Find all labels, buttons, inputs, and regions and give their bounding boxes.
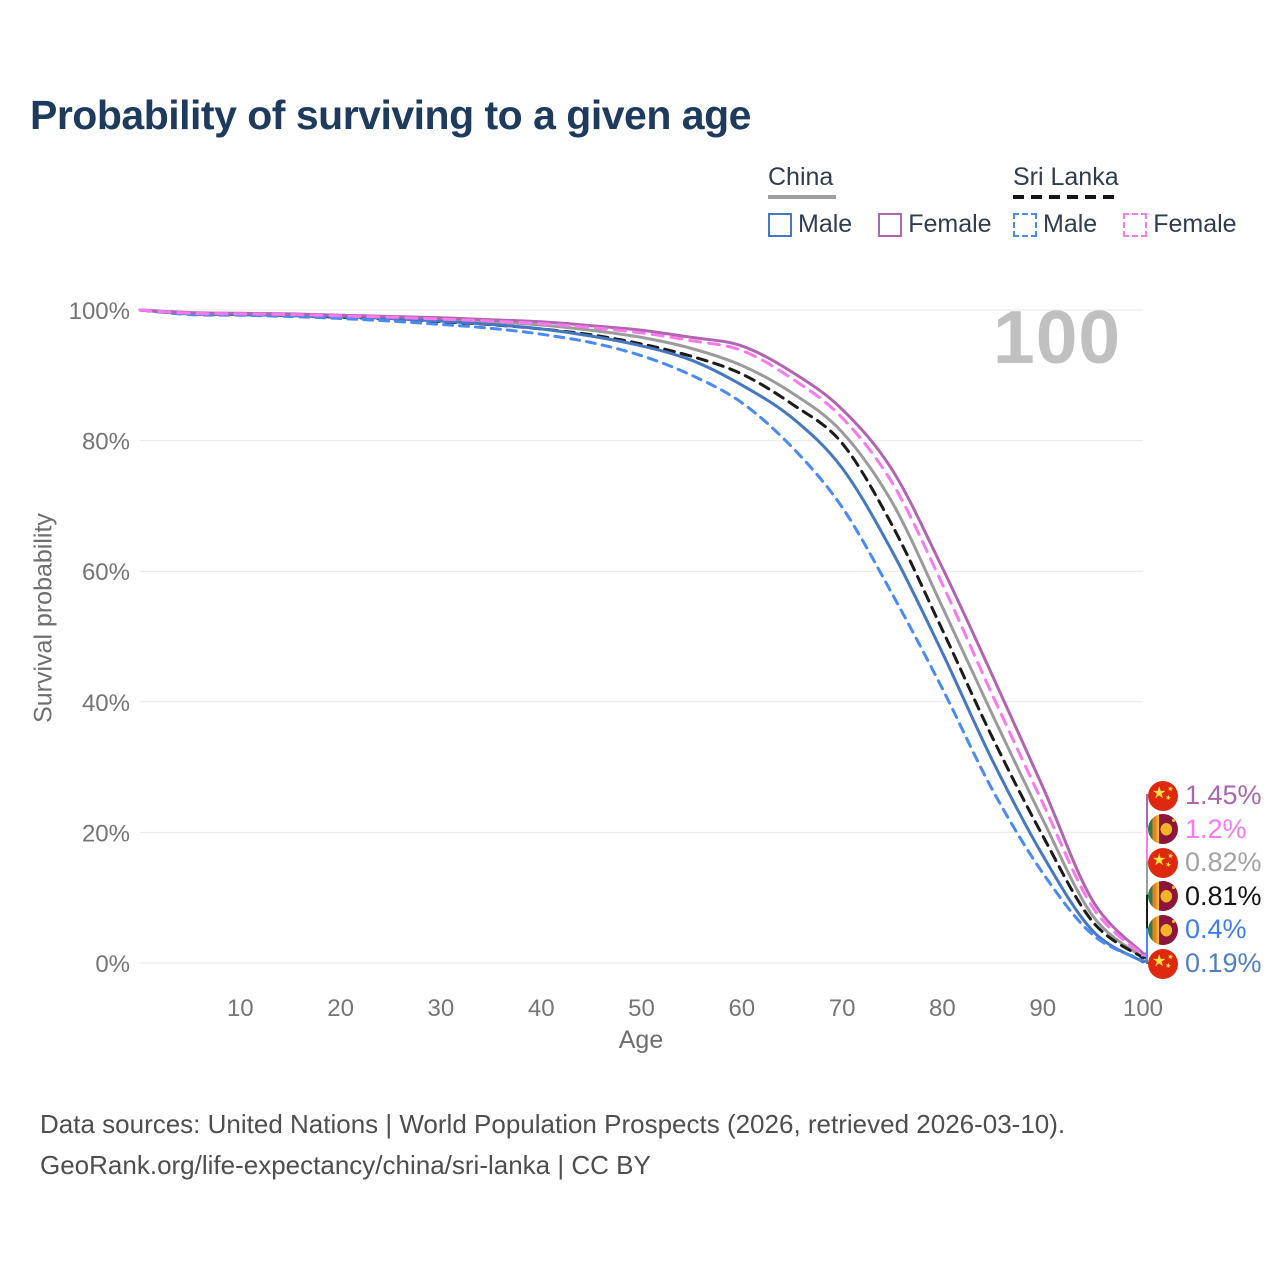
footer-attribution: GeoRank.org/life-expectancy/china/sri-la…	[40, 1150, 651, 1180]
legend-country-china-label: China	[768, 163, 834, 191]
legend-country-sri-lanka[interactable]: Sri Lanka	[1013, 162, 1237, 199]
sri-lanka-line-style-sample	[1013, 195, 1117, 199]
series-line-china-male[interactable]	[138, 308, 1145, 964]
footer: Data sources: United Nations | World Pop…	[40, 1104, 1065, 1186]
legend-item-china-male-label: Male	[798, 210, 853, 238]
end-label-china-total: 0.82%	[1148, 847, 1262, 878]
china-flag-icon	[1148, 780, 1178, 811]
y-tick-label: 60%	[82, 559, 130, 586]
y-tick-label: 20%	[82, 820, 130, 847]
sri-lanka-male-swatch-icon	[1013, 212, 1037, 237]
china-female-swatch-icon	[878, 212, 903, 237]
legend-group-sri-lanka: Sri Lanka Male Female	[1013, 162, 1237, 239]
footer-data-sources: Data sources: United Nations | World Pop…	[40, 1109, 1066, 1139]
series-line-sri-lanka-female[interactable]	[138, 308, 1145, 957]
legend-item-sri-lanka-female[interactable]: Female	[1123, 210, 1237, 239]
x-tick-label: 100	[1123, 995, 1163, 1022]
x-tick-label: 60	[728, 995, 755, 1022]
china-flag-icon	[1148, 948, 1178, 979]
end-label-value-china-female: 1.45%	[1185, 780, 1262, 810]
x-tick-label: 10	[227, 995, 254, 1022]
y-tick-label: 100%	[69, 298, 130, 325]
sri-lanka-flag-icon	[1148, 814, 1178, 845]
x-tick-label: 30	[428, 995, 455, 1022]
sri-lanka-flag-icon	[1148, 914, 1178, 945]
legend-item-sri-lanka-male-label: Male	[1043, 210, 1098, 238]
x-axis-label: Age	[618, 1026, 664, 1054]
legend-item-china-female-label: Female	[908, 210, 992, 238]
sri-lanka-flag-icon	[1148, 881, 1178, 912]
end-label-sri-lanka-female: 1.2%	[1148, 814, 1247, 845]
x-tick-label: 80	[929, 995, 956, 1022]
end-label-sri-lanka-total: 0.81%	[1148, 881, 1262, 912]
legend-item-china-male[interactable]: Male	[768, 210, 852, 239]
legend-item-china-female[interactable]: Female	[878, 210, 992, 239]
x-tick-label: 90	[1029, 995, 1056, 1022]
end-label-value-sri-lanka-total: 0.81%	[1185, 880, 1262, 911]
end-label-china-female: 1.45%	[1148, 780, 1262, 811]
y-tick-label: 0%	[95, 951, 130, 978]
end-label-value-china-total: 0.82%	[1185, 847, 1262, 878]
legend-item-sri-lanka-male[interactable]: Male	[1013, 210, 1097, 239]
sri-lanka-female-swatch-icon	[1123, 212, 1148, 237]
y-tick-label: 80%	[82, 429, 130, 456]
china-flag-icon	[1148, 847, 1178, 878]
x-tick-label: 70	[829, 995, 856, 1022]
x-tick-label: 40	[528, 995, 555, 1022]
series-line-sri-lanka-total[interactable]	[138, 308, 1145, 960]
legend-item-sri-lanka-female-label: Female	[1153, 210, 1237, 238]
end-label-value-china-male: 0.19%	[1185, 948, 1262, 978]
china-line-style-sample	[768, 195, 836, 199]
end-label-value-sri-lanka-female: 1.2%	[1185, 813, 1247, 844]
end-label-china-male: 0.19%	[1148, 948, 1262, 979]
x-tick-label: 20	[327, 995, 354, 1022]
y-tick-label: 40%	[82, 690, 130, 717]
y-axis-label: Survival probability	[29, 513, 58, 723]
x-tick-label: 50	[628, 995, 655, 1022]
age-watermark: 100	[993, 295, 1122, 379]
china-male-swatch-icon	[768, 212, 792, 237]
legend-country-china[interactable]: China	[768, 162, 992, 199]
series-line-china-female[interactable]	[138, 308, 1145, 955]
end-label-sri-lanka-male: 0.4%	[1148, 914, 1247, 945]
series-line-china-total[interactable]	[138, 308, 1145, 960]
legend-country-sri-lanka-label: Sri Lanka	[1013, 163, 1119, 191]
series-line-sri-lanka-male[interactable]	[138, 308, 1145, 962]
page-title: Probability of surviving to a given age	[30, 92, 751, 138]
end-label-value-sri-lanka-male: 0.4%	[1185, 914, 1247, 945]
legend-group-china: China Male Female	[768, 162, 992, 239]
